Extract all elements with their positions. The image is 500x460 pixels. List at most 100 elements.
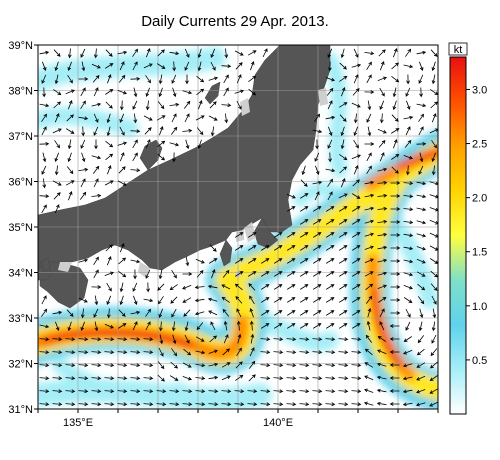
current-arrow bbox=[41, 113, 47, 122]
current-arrow bbox=[260, 376, 271, 381]
current-arrow bbox=[39, 376, 50, 381]
current-arrow bbox=[312, 402, 323, 407]
current-arrow bbox=[379, 113, 384, 124]
current-arrow bbox=[133, 269, 137, 280]
current-arrow bbox=[392, 48, 398, 58]
map-area bbox=[38, 45, 438, 409]
current-arrow bbox=[208, 310, 218, 316]
lat-tick-label: 38°N bbox=[8, 86, 33, 98]
current-arrow bbox=[403, 297, 413, 303]
current-arrow bbox=[78, 350, 89, 355]
current-arrow bbox=[389, 363, 400, 367]
current-arrow bbox=[327, 191, 333, 201]
current-arrow bbox=[210, 321, 216, 331]
current-arrow bbox=[353, 126, 358, 136]
current-arrow bbox=[260, 389, 271, 394]
current-arrow bbox=[196, 75, 205, 83]
lat-tick-label: 39°N bbox=[8, 40, 33, 52]
kuroshio-peak-east bbox=[397, 149, 438, 168]
current-arrow bbox=[364, 142, 375, 146]
current-arrow bbox=[183, 348, 192, 356]
current-arrow bbox=[260, 310, 270, 316]
current-arrow bbox=[130, 363, 141, 368]
current-arrow bbox=[351, 245, 361, 251]
current-arrow bbox=[312, 180, 323, 185]
current-arrow bbox=[390, 259, 401, 263]
current-arrow bbox=[195, 336, 205, 342]
current-arrow bbox=[80, 308, 85, 319]
current-arrow bbox=[262, 48, 268, 58]
current-arrow bbox=[78, 167, 89, 172]
weak-current-southwest bbox=[52, 357, 188, 402]
current-arrow bbox=[379, 321, 385, 331]
current-arrow bbox=[235, 295, 243, 304]
current-arrow bbox=[65, 89, 75, 95]
current-arrow bbox=[365, 295, 373, 304]
current-arrow bbox=[299, 193, 309, 199]
current-arrow bbox=[81, 126, 86, 137]
current-arrow bbox=[249, 347, 255, 357]
current-arrow bbox=[341, 87, 346, 97]
current-arrow bbox=[378, 139, 386, 148]
current-arrow bbox=[52, 389, 63, 394]
current-arrow bbox=[104, 389, 115, 394]
current-arrow bbox=[390, 285, 401, 289]
current-arrow bbox=[403, 181, 414, 186]
current-arrow bbox=[299, 376, 310, 381]
current-arrow bbox=[143, 389, 154, 394]
current-arrow bbox=[431, 165, 436, 176]
current-arrow bbox=[91, 102, 102, 107]
current-arrow bbox=[351, 402, 362, 407]
current-arrow bbox=[132, 321, 138, 331]
current-arrow bbox=[104, 63, 114, 69]
current-arrow bbox=[364, 258, 374, 264]
current-arrow bbox=[143, 337, 154, 342]
current-arrow bbox=[104, 337, 115, 342]
current-arrow bbox=[222, 269, 230, 278]
current-arrow bbox=[338, 206, 348, 212]
current-arrow bbox=[418, 126, 424, 136]
shallow-bay-osaka bbox=[58, 262, 72, 272]
colorbar-unit-box bbox=[448, 42, 468, 56]
current-arrow bbox=[419, 308, 424, 319]
current-arrow bbox=[119, 243, 125, 253]
current-arrow bbox=[156, 402, 167, 407]
current-arrow bbox=[92, 74, 100, 83]
current-arrow bbox=[172, 334, 177, 345]
current-arrow bbox=[390, 272, 401, 276]
current-arrow bbox=[260, 245, 270, 251]
current-arrow bbox=[351, 154, 361, 160]
current-arrow bbox=[67, 321, 72, 332]
current-arrow bbox=[185, 256, 190, 267]
current-arrow bbox=[389, 389, 400, 393]
current-arrow bbox=[157, 140, 166, 148]
current-arrow bbox=[403, 207, 414, 212]
current-arrow bbox=[273, 363, 284, 368]
current-arrow bbox=[94, 295, 99, 306]
current-arrow bbox=[119, 152, 125, 162]
current-arrow bbox=[312, 258, 322, 264]
lat-tick-label: 32°N bbox=[8, 359, 33, 371]
current-arrow bbox=[196, 88, 205, 96]
current-arrow bbox=[364, 90, 375, 94]
current-arrow bbox=[170, 296, 178, 304]
current-arrow bbox=[377, 245, 388, 250]
current-arrow bbox=[273, 350, 284, 355]
current-arrow bbox=[117, 389, 128, 394]
current-arrow bbox=[91, 155, 102, 160]
current-arrow bbox=[41, 165, 47, 175]
current-arrow bbox=[338, 323, 348, 329]
current-arrow bbox=[416, 389, 426, 394]
current-arrow bbox=[429, 207, 438, 212]
current-arrow bbox=[182, 297, 192, 303]
current-arrow bbox=[42, 152, 47, 163]
current-arrow bbox=[364, 245, 374, 250]
weak-current-north bbox=[38, 47, 226, 91]
current-arrow bbox=[379, 152, 385, 162]
current-arrow bbox=[104, 271, 114, 276]
current-arrow bbox=[273, 337, 284, 342]
current-arrow bbox=[234, 258, 244, 264]
current-arrow bbox=[286, 245, 296, 251]
current-arrow bbox=[169, 389, 180, 394]
current-arrow bbox=[221, 64, 232, 68]
